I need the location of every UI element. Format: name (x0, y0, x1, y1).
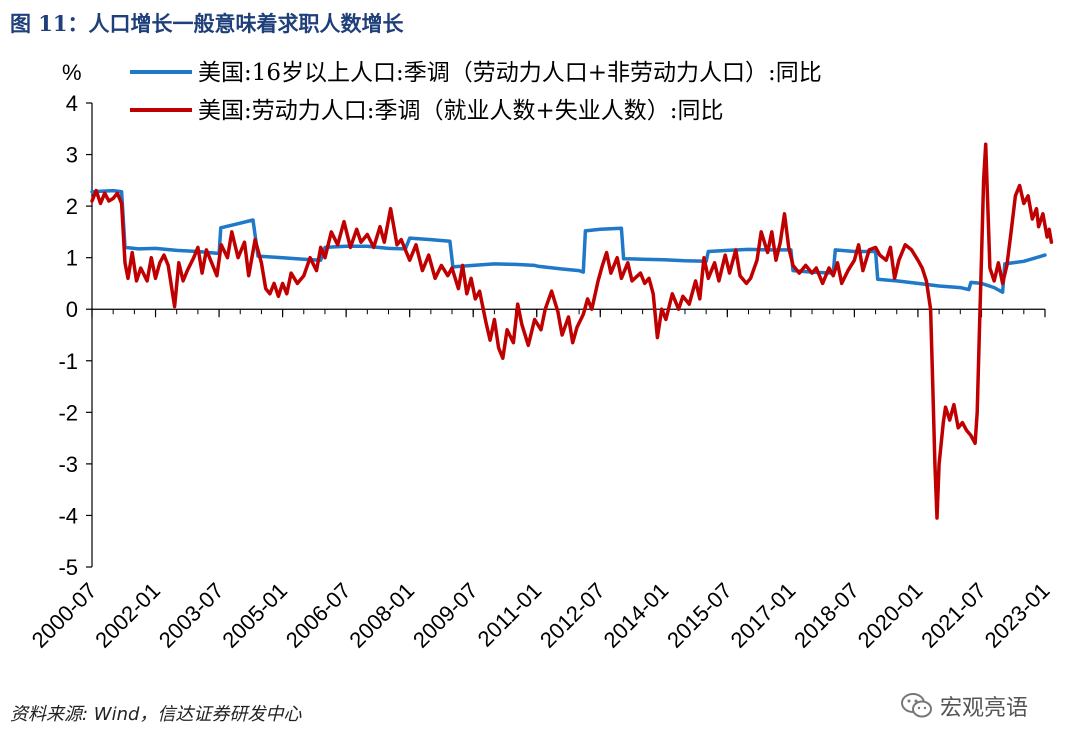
y-tick-label: 4 (66, 91, 78, 116)
y-tick-label: 3 (66, 143, 78, 168)
legend-label-2: 美国:劳动力人口:季调（就业人数+失业人数）:同比 (198, 98, 724, 124)
x-tick-label: 2008-01 (344, 578, 419, 653)
figure-title: 图 11：人口增长一般意味着求职人数增长 (10, 11, 404, 36)
x-tick-label: 2002-01 (90, 578, 165, 653)
y-tick-label: -2 (58, 400, 78, 425)
y-tick-label: 1 (66, 246, 78, 271)
x-tick-label: 2015-07 (662, 578, 737, 653)
x-tick-label: 2012-07 (535, 578, 610, 653)
wechat-icon (901, 693, 932, 718)
x-tick-label: 2000-07 (27, 578, 102, 653)
series-line-1 (90, 188, 1047, 294)
x-tick-label: 2017-01 (726, 578, 801, 653)
x-tick-label: 2020-01 (853, 578, 928, 653)
source-note: 资料来源: Wind，信达证券研发中心 (10, 704, 302, 725)
x-tick-label: 2014-01 (599, 578, 674, 653)
y-tick-label: -5 (58, 555, 78, 580)
y-axis: -5 -4 -3 -2 -1 0 1 2 3 4 (58, 91, 93, 580)
x-tick-label: 2023-01 (980, 578, 1055, 653)
y-tick-label: 2 (66, 194, 78, 219)
y-tick-label: -1 (58, 349, 78, 374)
x-tick-label: 2011-01 (473, 578, 547, 652)
y-tick-label: -4 (58, 503, 78, 528)
y-tick-label: -3 (58, 452, 78, 477)
series-line-2 (90, 142, 1054, 520)
x-tick-label: 2021-07 (916, 578, 991, 653)
x-axis: 2000-072002-012003-072005-012006-072008-… (27, 308, 1055, 653)
y-axis-unit: % (62, 60, 82, 85)
x-tick-label: 2018-07 (789, 578, 864, 653)
watermark-text: 宏观亮语 (940, 696, 1029, 721)
series-lines (90, 142, 1054, 520)
x-tick-label: 2003-07 (154, 578, 229, 653)
y-tick-label: 0 (66, 297, 78, 322)
watermark: 宏观亮语 (900, 690, 1028, 722)
x-tick-label: 2006-07 (281, 578, 356, 653)
legend: 美国:16岁以上人口:季调（劳动力人口+非劳动力人口）:同比美国:劳动力人口:季… (130, 60, 822, 124)
legend-label-1: 美国:16岁以上人口:季调（劳动力人口+非劳动力人口）:同比 (198, 60, 822, 86)
x-tick-label: 2009-07 (408, 578, 483, 653)
x-tick-label: 2005-01 (217, 578, 292, 653)
